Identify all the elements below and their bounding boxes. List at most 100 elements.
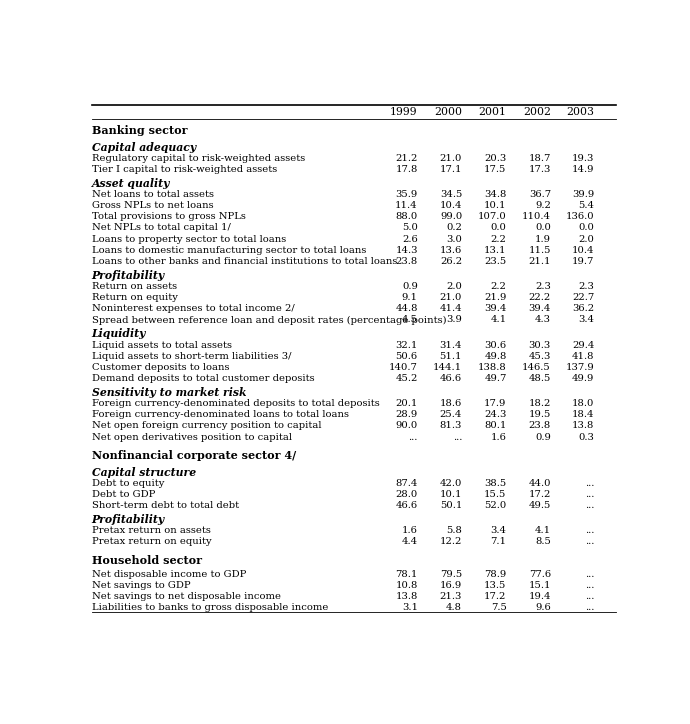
Text: ...: ... <box>585 581 594 590</box>
Text: ...: ... <box>453 432 462 442</box>
Text: Liabilities to banks to gross disposable income: Liabilities to banks to gross disposable… <box>92 603 328 612</box>
Text: 39.4: 39.4 <box>484 304 506 313</box>
Text: 24.3: 24.3 <box>484 411 506 419</box>
Text: 29.4: 29.4 <box>572 340 594 350</box>
Text: 46.6: 46.6 <box>395 501 418 510</box>
Text: Debt to GDP: Debt to GDP <box>92 490 155 499</box>
Text: 48.5: 48.5 <box>529 374 551 383</box>
Text: 23.5: 23.5 <box>484 257 506 266</box>
Text: 140.7: 140.7 <box>389 363 418 372</box>
Text: Customer deposits to loans: Customer deposits to loans <box>92 363 229 372</box>
Text: Total provisions to gross NPLs: Total provisions to gross NPLs <box>92 212 246 222</box>
Text: 51.1: 51.1 <box>440 352 462 361</box>
Text: Short-term debt to total debt: Short-term debt to total debt <box>92 501 239 510</box>
Text: 22.2: 22.2 <box>529 293 551 302</box>
Text: 21.0: 21.0 <box>440 153 462 163</box>
Text: 2.0: 2.0 <box>446 282 462 291</box>
Text: 16.9: 16.9 <box>440 581 462 590</box>
Text: 39.4: 39.4 <box>529 304 551 313</box>
Text: 17.3: 17.3 <box>529 165 551 174</box>
Text: ...: ... <box>585 526 594 535</box>
Text: 23.8: 23.8 <box>395 257 418 266</box>
Text: 146.5: 146.5 <box>522 363 551 372</box>
Text: 2.2: 2.2 <box>491 282 506 291</box>
Text: 13.5: 13.5 <box>484 581 506 590</box>
Text: 77.6: 77.6 <box>529 570 551 578</box>
Text: 17.8: 17.8 <box>395 165 418 174</box>
Text: Pretax return on equity: Pretax return on equity <box>92 537 211 547</box>
Text: 23.8: 23.8 <box>529 421 551 430</box>
Text: 10.4: 10.4 <box>440 201 462 210</box>
Text: 44.8: 44.8 <box>395 304 418 313</box>
Text: 2003: 2003 <box>566 106 594 117</box>
Text: 19.7: 19.7 <box>572 257 594 266</box>
Text: 3.9: 3.9 <box>446 316 462 324</box>
Text: ...: ... <box>585 603 594 612</box>
Text: Demand deposits to total customer deposits: Demand deposits to total customer deposi… <box>92 374 314 383</box>
Text: 52.0: 52.0 <box>484 501 506 510</box>
Text: Liquidity: Liquidity <box>92 328 146 340</box>
Text: 20.1: 20.1 <box>395 399 418 408</box>
Text: 28.9: 28.9 <box>395 411 418 419</box>
Text: 21.3: 21.3 <box>440 592 462 601</box>
Text: 13.8: 13.8 <box>572 421 594 430</box>
Text: 138.8: 138.8 <box>477 363 506 372</box>
Text: 107.0: 107.0 <box>477 212 506 222</box>
Text: 12.2: 12.2 <box>440 537 462 547</box>
Text: 34.5: 34.5 <box>440 190 462 199</box>
Text: 32.1: 32.1 <box>395 340 418 350</box>
Text: 18.2: 18.2 <box>529 399 551 408</box>
Text: 2001: 2001 <box>479 106 506 117</box>
Text: 2.0: 2.0 <box>578 235 594 243</box>
Text: 30.3: 30.3 <box>529 340 551 350</box>
Text: 88.0: 88.0 <box>395 212 418 222</box>
Text: 17.2: 17.2 <box>484 592 506 601</box>
Text: 2.2: 2.2 <box>491 235 506 243</box>
Text: 42.0: 42.0 <box>440 479 462 488</box>
Text: 80.1: 80.1 <box>484 421 506 430</box>
Text: 10.1: 10.1 <box>440 490 462 499</box>
Text: Return on equity: Return on equity <box>92 293 177 302</box>
Text: ...: ... <box>585 479 594 488</box>
Text: 10.1: 10.1 <box>484 201 506 210</box>
Text: 2.3: 2.3 <box>535 282 551 291</box>
Text: 4.8: 4.8 <box>446 603 462 612</box>
Text: 1.6: 1.6 <box>402 526 418 535</box>
Text: ...: ... <box>408 432 418 442</box>
Text: ...: ... <box>585 501 594 510</box>
Text: 87.4: 87.4 <box>395 479 418 488</box>
Text: 34.8: 34.8 <box>484 190 506 199</box>
Text: Loans to other banks and financial institutions to total loans: Loans to other banks and financial insti… <box>92 257 397 266</box>
Text: 8.5: 8.5 <box>535 537 551 547</box>
Text: Household sector: Household sector <box>92 555 201 566</box>
Text: 31.4: 31.4 <box>440 340 462 350</box>
Text: 144.1: 144.1 <box>433 363 462 372</box>
Text: 4.1: 4.1 <box>491 316 506 324</box>
Text: 18.7: 18.7 <box>529 153 551 163</box>
Text: 28.0: 28.0 <box>395 490 418 499</box>
Text: Return on assets: Return on assets <box>92 282 177 291</box>
Text: 136.0: 136.0 <box>566 212 594 222</box>
Text: Loans to domestic manufacturing sector to total loans: Loans to domestic manufacturing sector t… <box>92 245 366 255</box>
Text: 36.7: 36.7 <box>529 190 551 199</box>
Text: Net NPLs to total capital 1/: Net NPLs to total capital 1/ <box>92 224 230 232</box>
Text: 17.9: 17.9 <box>484 399 506 408</box>
Text: Net savings to GDP: Net savings to GDP <box>92 581 190 590</box>
Text: 19.3: 19.3 <box>572 153 594 163</box>
Text: 18.0: 18.0 <box>572 399 594 408</box>
Text: 1999: 1999 <box>390 106 418 117</box>
Text: Noninterest expenses to total income 2/: Noninterest expenses to total income 2/ <box>92 304 295 313</box>
Text: 30.6: 30.6 <box>484 340 506 350</box>
Text: Regulatory capital to risk-weighted assets: Regulatory capital to risk-weighted asse… <box>92 153 305 163</box>
Text: 5.0: 5.0 <box>402 224 418 232</box>
Text: 0.9: 0.9 <box>535 432 551 442</box>
Text: 0.9: 0.9 <box>402 282 418 291</box>
Text: 4.4: 4.4 <box>402 537 418 547</box>
Text: 21.0: 21.0 <box>440 293 462 302</box>
Text: 9.6: 9.6 <box>535 603 551 612</box>
Text: 45.2: 45.2 <box>395 374 418 383</box>
Text: Asset quality: Asset quality <box>92 178 170 189</box>
Text: 78.9: 78.9 <box>484 570 506 578</box>
Text: ...: ... <box>585 490 594 499</box>
Text: Net disposable income to GDP: Net disposable income to GDP <box>92 570 246 578</box>
